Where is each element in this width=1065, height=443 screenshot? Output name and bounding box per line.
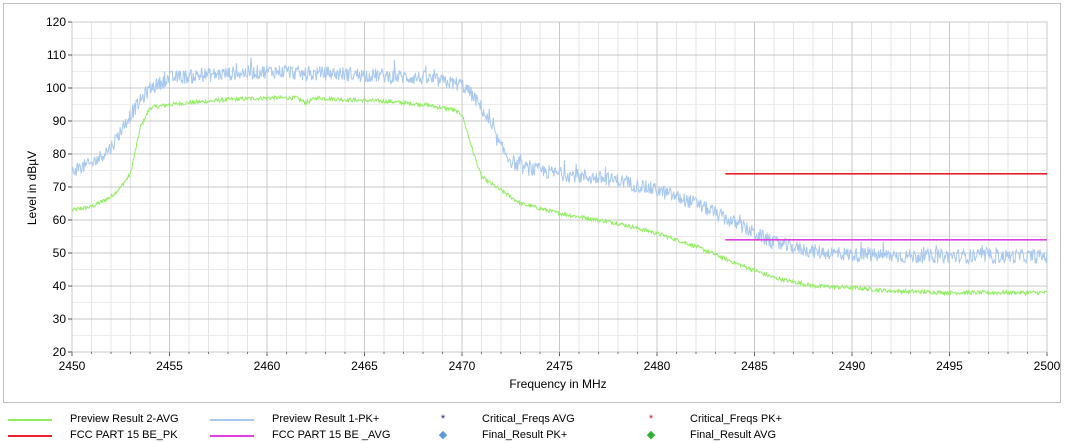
x-tick-label: 2500 bbox=[1034, 359, 1061, 373]
spectrum-chart: 2450 2455 2460 2465 2470 2475 2480 2485 2490 2495… bbox=[25, 15, 1061, 391]
series-line-preview-result-2-avg bbox=[71, 94, 1047, 297]
legend-line-swatch bbox=[210, 428, 254, 442]
y-tick-label: 110 bbox=[47, 48, 66, 62]
legend-label: Critical_Freqs AVG bbox=[482, 413, 575, 425]
x-tick-label: 2480 bbox=[644, 359, 671, 373]
legend-marker-swatch: * bbox=[440, 413, 446, 425]
legend-marker-swatch: ◆ bbox=[438, 429, 448, 441]
legend-item: FCC PART 15 BE _AVG bbox=[210, 428, 390, 442]
y-tick-label: 100 bbox=[46, 81, 66, 95]
x-tick-label: 2455 bbox=[156, 359, 183, 373]
y-tick-label: 60 bbox=[53, 213, 67, 227]
legend-marker-swatch: ◆ bbox=[646, 429, 656, 441]
legend-label: FCC PART 15 BE_PK bbox=[70, 429, 178, 441]
y-tick-label: 120 bbox=[46, 15, 66, 29]
series-line-preview-result-1-pk bbox=[71, 57, 1048, 265]
legend: Preview Result 2-AVG FCC PART 15 BE_PK Pre… bbox=[0, 410, 1065, 443]
legend-line-swatch bbox=[210, 412, 254, 426]
series-layer bbox=[71, 57, 1048, 297]
legend-label: Final_Result AVG bbox=[690, 429, 777, 441]
y-tick-label: 30 bbox=[53, 312, 67, 326]
legend-item: * Critical_Freqs PK+ bbox=[628, 412, 782, 426]
x-tick-label: 2475 bbox=[546, 359, 573, 373]
legend-item: * Critical_Freqs AVG bbox=[420, 412, 575, 426]
legend-item: FCC PART 15 BE_PK bbox=[8, 428, 178, 442]
legend-label: Preview Result 2-AVG bbox=[70, 413, 179, 425]
x-axis-title: Frequency in MHz bbox=[509, 377, 606, 391]
legend-label: FCC PART 15 BE _AVG bbox=[272, 429, 391, 441]
y-tick-label: 20 bbox=[53, 345, 67, 359]
legend-label: Critical_Freqs PK+ bbox=[690, 413, 783, 425]
y-tick-label: 70 bbox=[53, 180, 67, 194]
y-tick-label: 50 bbox=[53, 246, 67, 260]
x-tick-label: 2490 bbox=[839, 359, 866, 373]
legend-item: Preview Result 1-PK+ bbox=[210, 412, 379, 426]
y-tick-label: 40 bbox=[53, 279, 67, 293]
legend-item: ◆ Final_Result PK+ bbox=[420, 428, 568, 442]
x-tick-label: 2485 bbox=[741, 359, 768, 373]
legend-item: ◆ Final_Result AVG bbox=[628, 428, 776, 442]
legend-item: Preview Result 2-AVG bbox=[8, 412, 179, 426]
legend-line-swatch bbox=[8, 412, 52, 426]
axis-layer: 2450 2455 2460 2465 2470 2475 2480 2485 2490 2495… bbox=[46, 15, 1061, 373]
legend-label: Final_Result PK+ bbox=[482, 429, 568, 441]
y-tick-label: 80 bbox=[53, 147, 67, 161]
x-tick-label: 2460 bbox=[254, 359, 281, 373]
x-tick-label: 2450 bbox=[59, 359, 86, 373]
legend-label: Preview Result 1-PK+ bbox=[272, 413, 380, 425]
x-tick-label: 2495 bbox=[936, 359, 963, 373]
y-tick-label: 90 bbox=[53, 114, 67, 128]
legend-line-swatch bbox=[8, 428, 52, 442]
x-tick-label: 2465 bbox=[351, 359, 378, 373]
x-tick-label: 2470 bbox=[449, 359, 476, 373]
legend-marker-swatch: * bbox=[648, 413, 654, 425]
y-axis-title: Level in dBµV bbox=[25, 151, 39, 225]
